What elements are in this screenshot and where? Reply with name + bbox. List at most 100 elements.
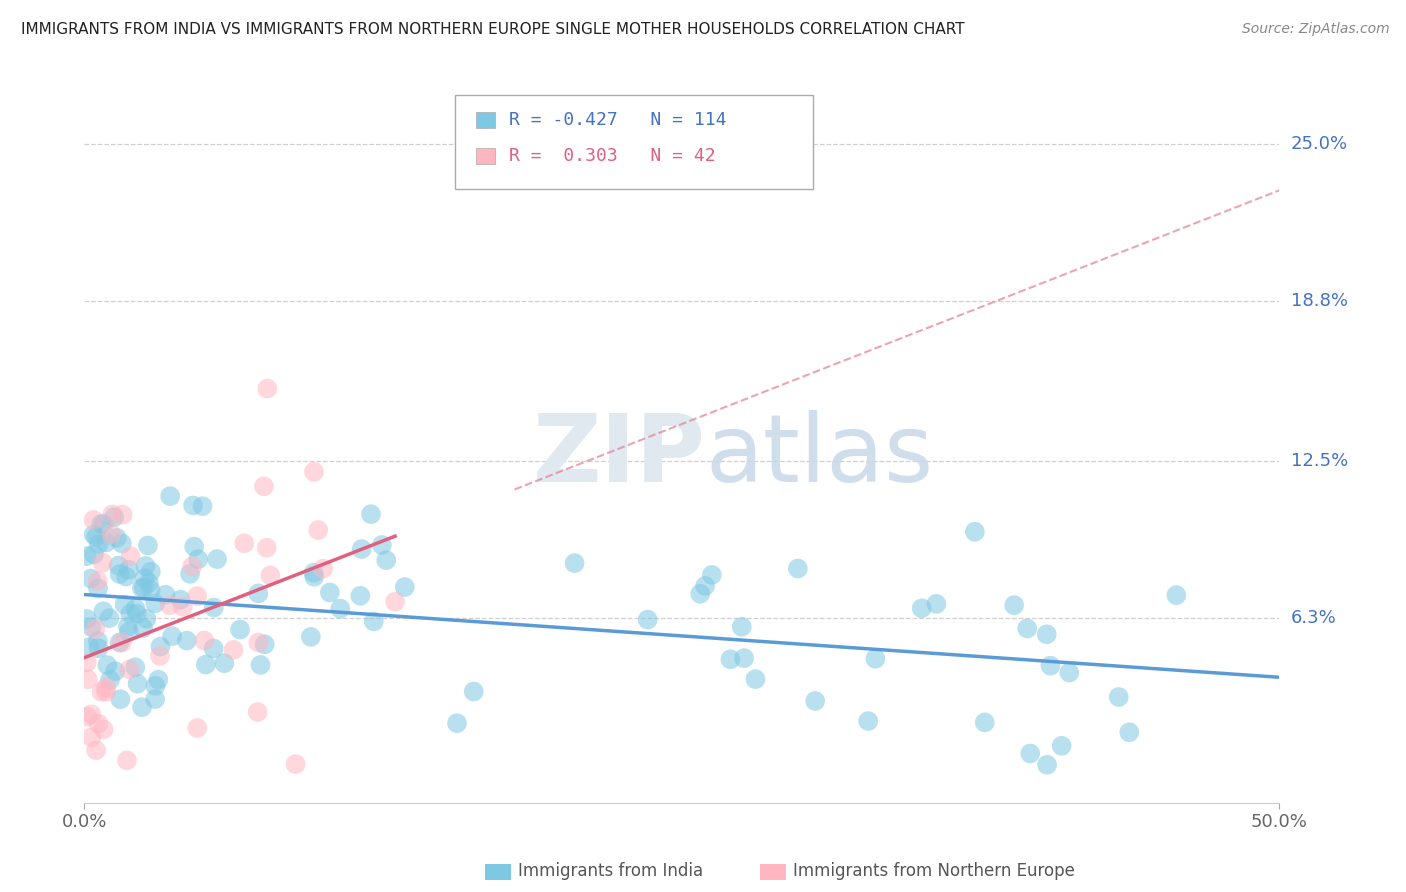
Point [911, 601, 934, 615]
Point [181, 499, 204, 513]
Point [186, 589, 208, 603]
Point [1050, 739, 1073, 753]
Point [148, 673, 170, 687]
Point [246, 705, 269, 719]
Point [259, 568, 281, 582]
Point [249, 657, 271, 672]
Point [1035, 627, 1057, 641]
Point [302, 566, 325, 580]
Point [111, 635, 134, 649]
Point [1108, 690, 1130, 704]
Point [1166, 588, 1188, 602]
Point [96, 658, 118, 673]
Point [90, 516, 112, 531]
Point [135, 612, 157, 626]
Point [1039, 658, 1062, 673]
Point [375, 553, 398, 567]
Point [83, 547, 105, 561]
Point [205, 552, 228, 566]
Point [1036, 757, 1059, 772]
Point [394, 580, 416, 594]
Point [93, 723, 115, 737]
Point [118, 662, 141, 676]
Point [718, 652, 741, 666]
Bar [477, 148, 495, 164]
Point [1002, 598, 1025, 612]
Point [149, 648, 172, 663]
Point [84, 622, 107, 636]
Point [202, 600, 225, 615]
Point [371, 538, 394, 552]
Point [86, 574, 108, 588]
Point [87, 716, 110, 731]
Point [299, 630, 322, 644]
Point [973, 715, 995, 730]
Point [117, 563, 139, 577]
Point [76, 612, 98, 626]
Point [256, 541, 278, 555]
Point [145, 679, 167, 693]
Point [693, 579, 716, 593]
Point [963, 524, 986, 539]
Point [169, 592, 191, 607]
Point [302, 465, 325, 479]
Point [134, 571, 156, 585]
Point [187, 552, 209, 566]
Point [139, 565, 162, 579]
Point [319, 585, 342, 599]
Bar [485, 864, 510, 880]
Point [131, 581, 153, 595]
Point [155, 588, 177, 602]
Point [94, 681, 117, 695]
Point [1017, 622, 1039, 636]
Point [160, 629, 183, 643]
Point [87, 641, 110, 656]
Text: 6.3%: 6.3% [1291, 608, 1336, 627]
Bar [477, 112, 495, 128]
Point [253, 637, 276, 651]
Point [96, 535, 118, 549]
Point [744, 672, 766, 686]
Text: Immigrants from India: Immigrants from India [519, 863, 703, 880]
Point [139, 582, 162, 597]
Point [83, 527, 105, 541]
Point [284, 757, 307, 772]
Point [87, 634, 110, 648]
Point [214, 657, 236, 671]
Point [127, 676, 149, 690]
Point [350, 542, 373, 557]
Point [329, 601, 352, 615]
Point [247, 635, 270, 649]
Point [117, 619, 139, 633]
Point [80, 620, 103, 634]
Point [637, 613, 659, 627]
Point [858, 714, 880, 728]
Point [136, 538, 159, 552]
Point [446, 716, 468, 731]
Point [103, 510, 125, 524]
Point [79, 640, 101, 654]
Text: Immigrants from Northern Europe: Immigrants from Northern Europe [793, 863, 1076, 880]
Point [96, 685, 118, 699]
Point [349, 589, 371, 603]
Point [179, 566, 201, 581]
Point [100, 527, 122, 541]
Point [98, 611, 121, 625]
Text: R =  0.303   N = 42: R = 0.303 N = 42 [509, 147, 716, 165]
Point [87, 582, 110, 596]
Point [731, 620, 754, 634]
Point [115, 569, 138, 583]
Point [159, 489, 181, 503]
Point [186, 721, 208, 735]
Point [865, 651, 887, 665]
Point [138, 575, 160, 590]
Point [80, 707, 103, 722]
Point [105, 531, 128, 545]
Point [110, 692, 132, 706]
Point [925, 597, 948, 611]
Point [256, 382, 278, 396]
Point [120, 549, 142, 564]
Point [108, 635, 131, 649]
Point [1118, 725, 1140, 739]
Point [181, 559, 204, 574]
